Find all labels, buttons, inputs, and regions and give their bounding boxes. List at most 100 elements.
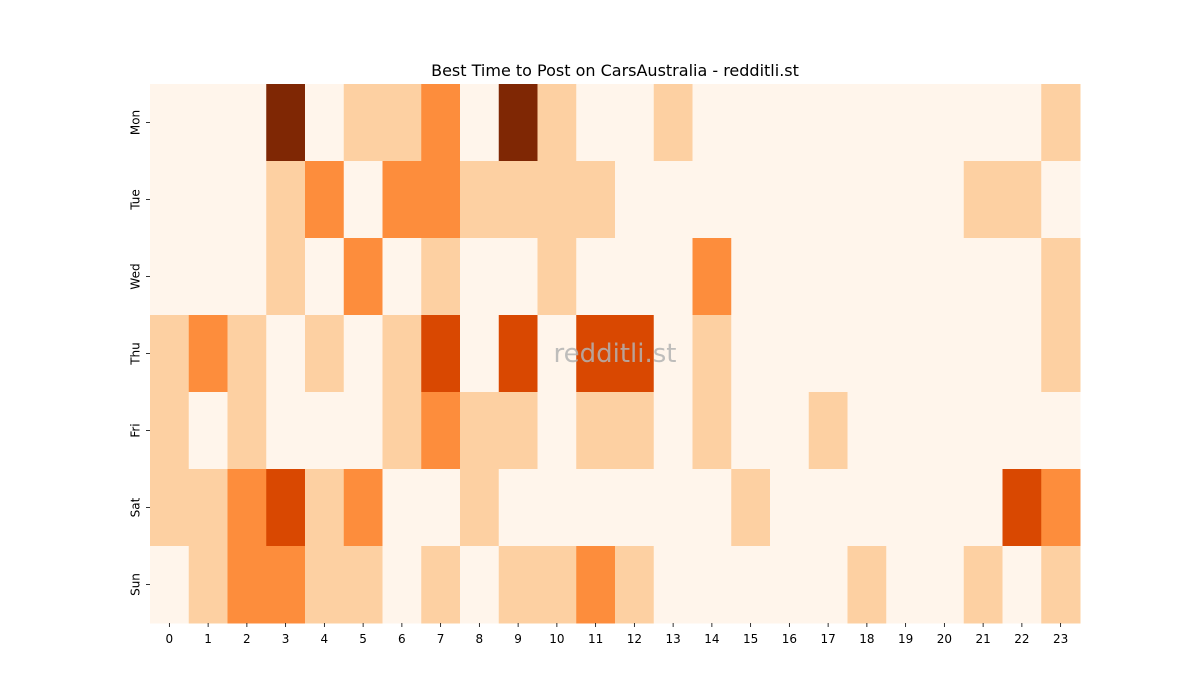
heatmap-cell [150, 238, 190, 316]
heatmap-cell [343, 392, 383, 470]
heatmap-cell [615, 84, 655, 162]
heatmap-cell [537, 546, 577, 624]
heatmap-cell [1041, 84, 1081, 162]
heatmap-cell [770, 392, 810, 470]
y-tick-label: Thu [129, 342, 143, 366]
heatmap-cell [305, 392, 345, 470]
heatmap-cell [460, 392, 500, 470]
heatmap-cell [343, 84, 383, 162]
heatmap-cell [227, 469, 267, 547]
heatmap-cell [266, 392, 306, 470]
heatmap-cell [653, 546, 693, 624]
heatmap-cell [886, 469, 926, 547]
y-tick-label: Sun [129, 573, 143, 596]
heatmap-cell [1002, 238, 1042, 316]
heatmap-cell [731, 315, 771, 393]
heatmap-cell [1002, 84, 1042, 162]
heatmap-cell [576, 546, 616, 624]
heatmap-cell [576, 315, 616, 393]
heatmap-cell [537, 161, 577, 239]
heatmap-cell [886, 161, 926, 239]
watermark: redditli.st [554, 339, 677, 369]
heatmap-cell [847, 469, 887, 547]
heatmap-cell [227, 546, 267, 624]
heatmap-cell [576, 238, 616, 316]
heatmap-cell [731, 84, 771, 162]
heatmap-cell [731, 392, 771, 470]
heatmap-cell [498, 84, 538, 162]
heatmap-cell [963, 315, 1003, 393]
heatmap-cell [770, 469, 810, 547]
heatmap-cell [305, 238, 345, 316]
heatmap-cell [421, 546, 461, 624]
heatmap-cell [925, 238, 965, 316]
x-tick-label: 5 [359, 632, 367, 646]
heatmap-cell [770, 161, 810, 239]
heatmap-cell [653, 392, 693, 470]
x-tick-label: 1 [204, 632, 212, 646]
heatmap-cell [847, 546, 887, 624]
heatmap-cell [343, 238, 383, 316]
heatmap-cell [1002, 392, 1042, 470]
x-tick-label: 17 [820, 632, 835, 646]
heatmap-cell [343, 315, 383, 393]
heatmap-cell [886, 546, 926, 624]
heatmap-cell [537, 84, 577, 162]
heatmap-cell [421, 469, 461, 547]
x-tick-label: 4 [321, 632, 329, 646]
heatmap-cell [925, 392, 965, 470]
heatmap-cell [382, 238, 422, 316]
chart-title: Best Time to Post on CarsAustralia - red… [431, 61, 799, 80]
heatmap-cell [692, 84, 732, 162]
heatmap-cell [421, 392, 461, 470]
heatmap-cell [460, 469, 500, 547]
heatmap-cell [963, 469, 1003, 547]
heatmap-cell [266, 161, 306, 239]
heatmap-cell [266, 546, 306, 624]
heatmap-cell [886, 238, 926, 316]
heatmap-cell [498, 469, 538, 547]
heatmap-cell [1002, 469, 1042, 547]
heatmap-cell [847, 161, 887, 239]
heatmap-cell [731, 161, 771, 239]
heatmap-cell [808, 546, 848, 624]
heatmap-cell [266, 469, 306, 547]
heatmap-cell [498, 161, 538, 239]
heatmap-cell [692, 315, 732, 393]
heatmap-cell [266, 84, 306, 162]
heatmap-cell [615, 469, 655, 547]
heatmap-cell [925, 84, 965, 162]
heatmap-cell [653, 315, 693, 393]
heatmap-cell [343, 161, 383, 239]
heatmap-cell [460, 84, 500, 162]
heatmap-cell [886, 84, 926, 162]
heatmap-cell [537, 392, 577, 470]
heatmap-cell [925, 469, 965, 547]
heatmap-cell [305, 469, 345, 547]
heatmap-cell [1002, 161, 1042, 239]
heatmap-cell [653, 469, 693, 547]
heatmap-cell [150, 392, 190, 470]
heatmap-cell [963, 161, 1003, 239]
heatmap-cell [382, 392, 422, 470]
x-tick-label: 19 [898, 632, 913, 646]
heatmap-cell [227, 238, 267, 316]
heatmap-cell [1041, 546, 1081, 624]
heatmap-cell [266, 238, 306, 316]
heatmap-cell [808, 238, 848, 316]
heatmap-cell [382, 84, 422, 162]
heatmap-cell [731, 546, 771, 624]
heatmap-cell [460, 315, 500, 393]
heatmap-cell [886, 392, 926, 470]
x-tick-label: 16 [782, 632, 797, 646]
y-tick-label: Sat [129, 497, 143, 517]
x-tick-label: 9 [514, 632, 522, 646]
heatmap-cell [305, 161, 345, 239]
x-tick-label: 7 [437, 632, 445, 646]
heatmap-cell [227, 84, 267, 162]
heatmap-cell [150, 546, 190, 624]
x-tick-label: 20 [937, 632, 952, 646]
heatmap-cell [150, 84, 190, 162]
heatmap-cell [963, 238, 1003, 316]
